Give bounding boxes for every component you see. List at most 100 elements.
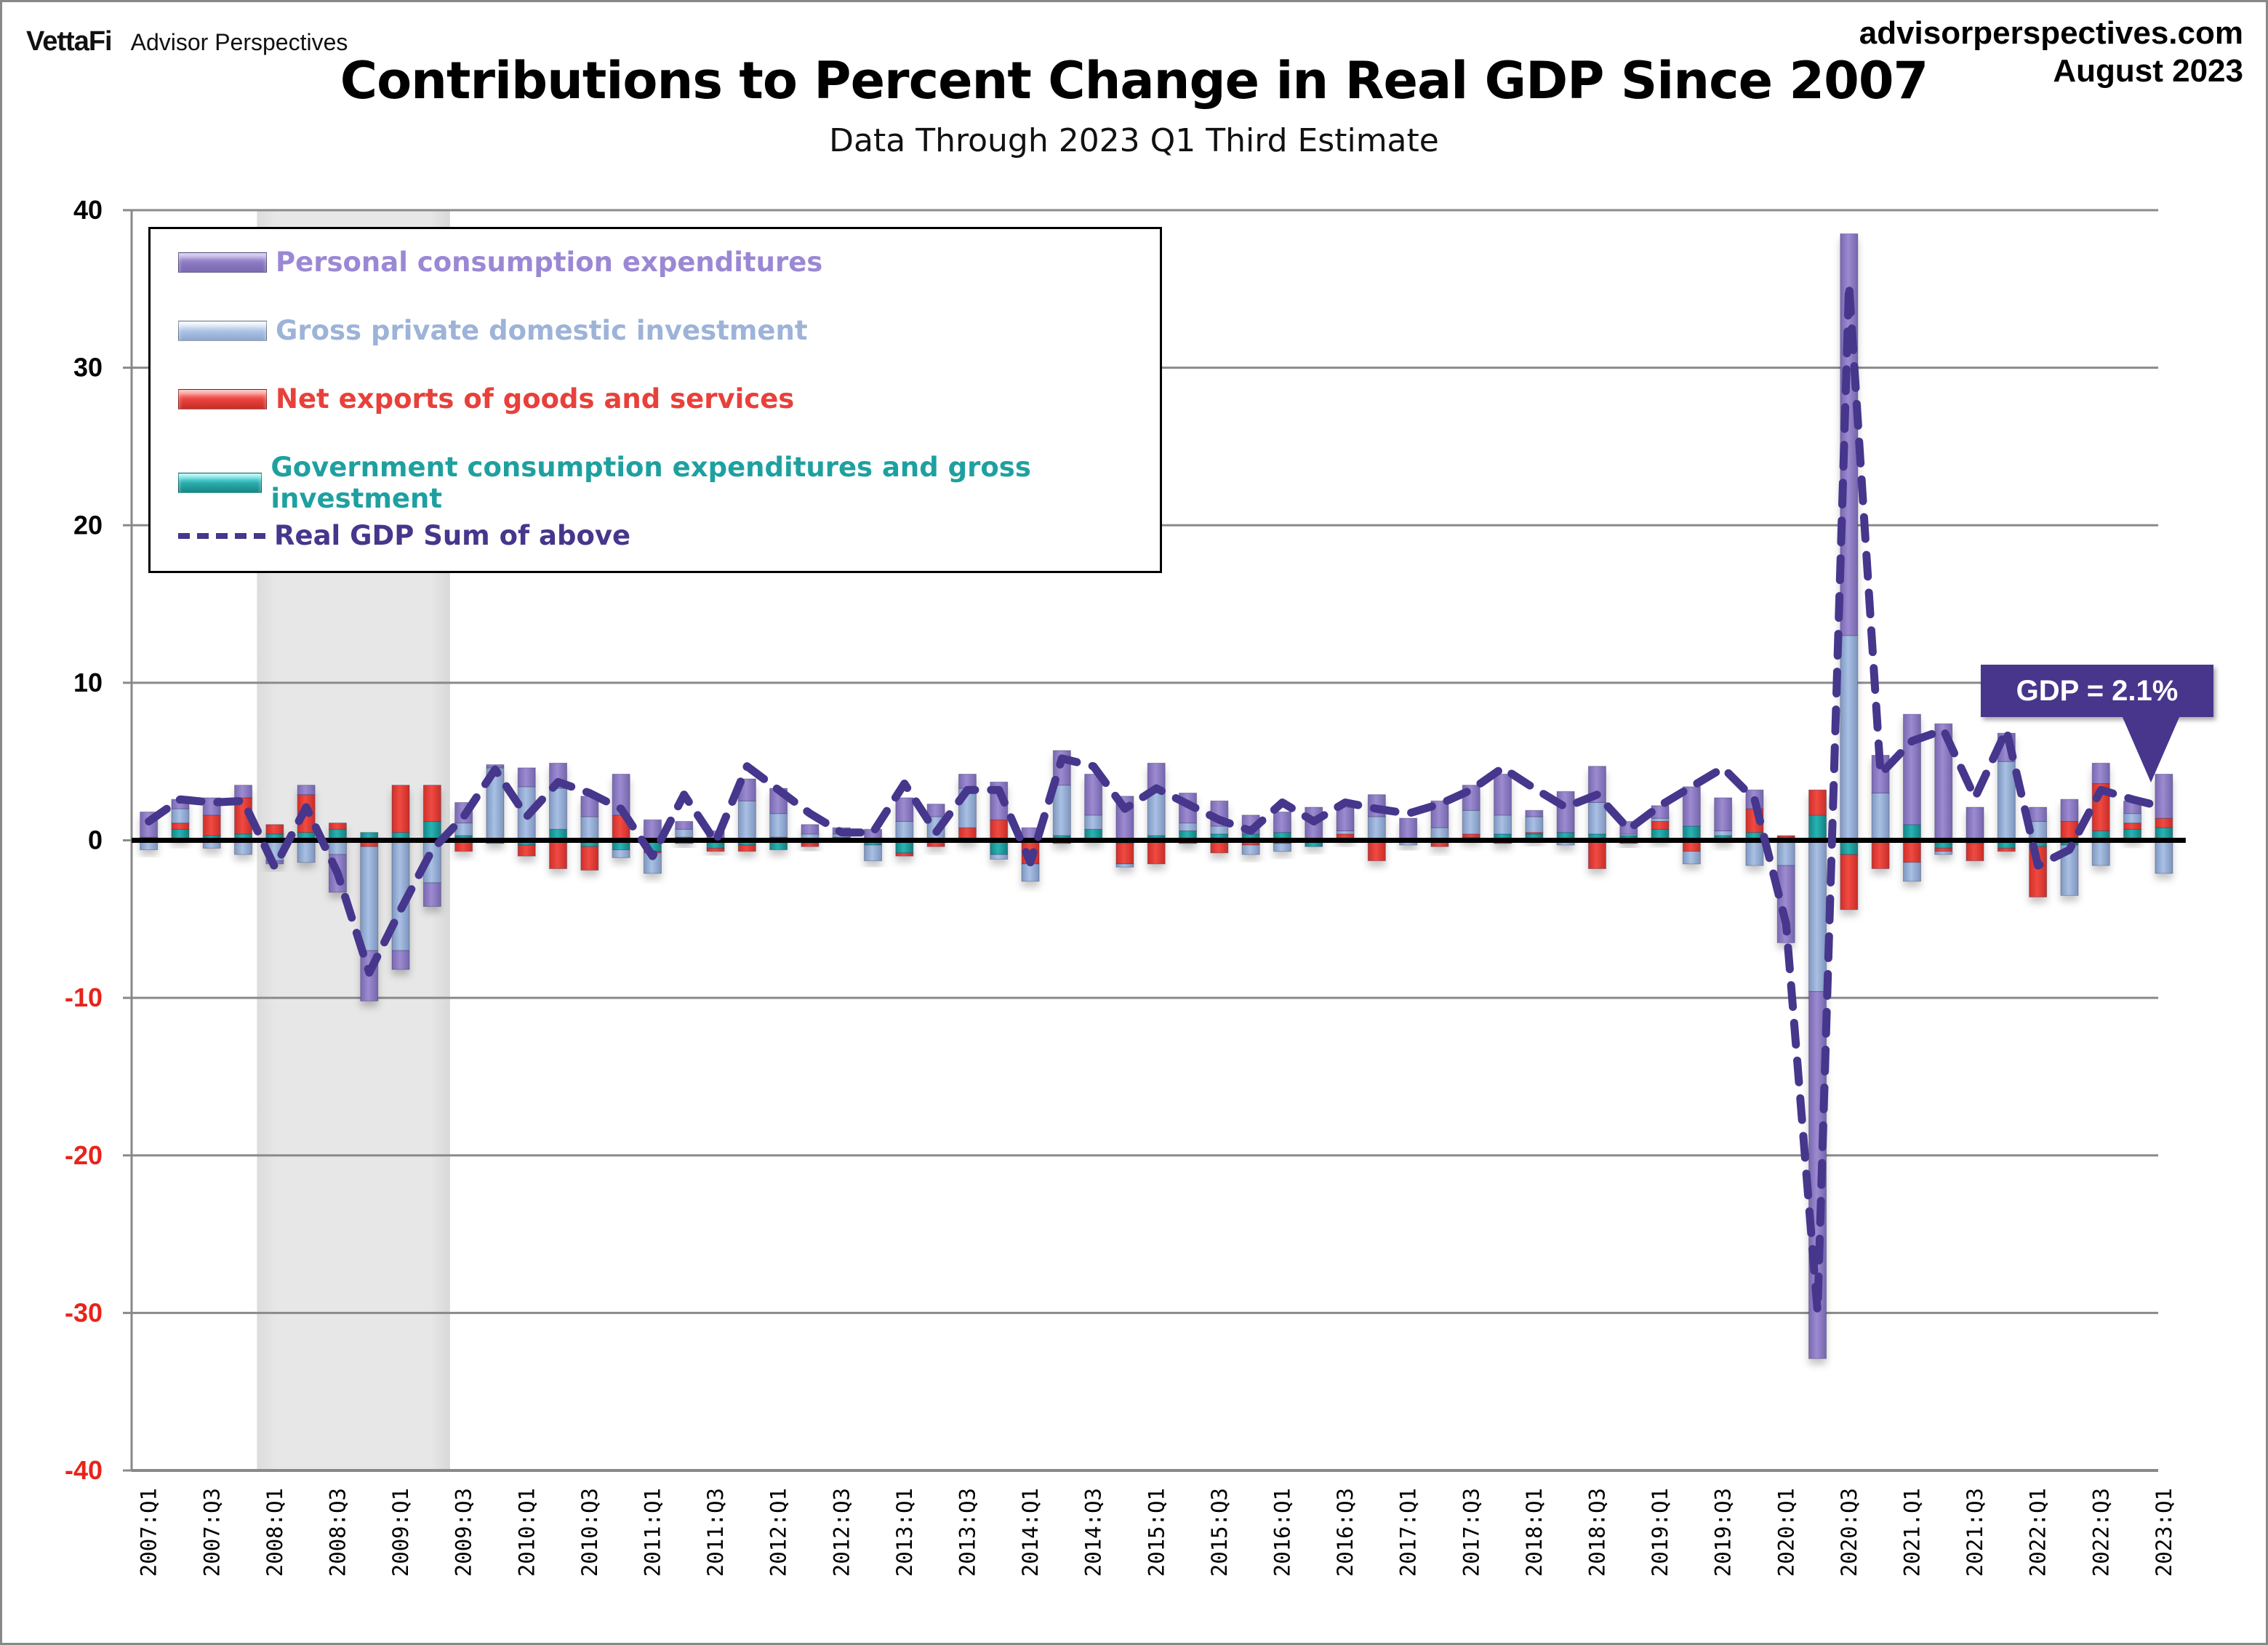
pce-swatch-icon xyxy=(178,252,267,273)
bar-gpdi xyxy=(1776,840,1795,866)
bar-pce xyxy=(1399,817,1418,839)
bar-gpdi xyxy=(1934,851,1953,855)
brand-name: Advisor Perspectives xyxy=(130,29,348,55)
y-tick-label: -10 xyxy=(65,982,103,1012)
bar-pce xyxy=(1714,797,1733,832)
y-tick-label: 10 xyxy=(73,668,103,697)
x-tick-label: 2008:Q3 xyxy=(325,1488,350,1577)
bar-net-exports xyxy=(801,843,820,847)
bar-net-exports xyxy=(1587,840,1606,869)
bar-gpdi xyxy=(895,821,914,841)
y-tick-label: -40 xyxy=(65,1455,103,1485)
bar-pce xyxy=(297,785,316,796)
bar-gpdi xyxy=(1462,809,1480,835)
bar-stack xyxy=(171,799,190,841)
y-tick-label: 20 xyxy=(73,510,103,540)
dashed-line-icon xyxy=(178,532,265,539)
bar-stack xyxy=(801,824,820,847)
real-gdp-line xyxy=(145,280,2168,1316)
bar-stack xyxy=(1494,774,1512,844)
y-tick-label: 30 xyxy=(73,353,103,383)
legend-item-pce: Personal consumption expenditures xyxy=(178,247,822,278)
bar-gpdi xyxy=(297,840,316,863)
bar-net-exports xyxy=(328,822,347,830)
bar-gpdi xyxy=(990,854,1009,860)
x-tick-label: 2016:Q1 xyxy=(1270,1488,1294,1577)
bar-gpdi xyxy=(360,846,379,951)
x-tick-label: 2014:Q3 xyxy=(1081,1488,1106,1577)
y-tick-label: -20 xyxy=(65,1140,103,1170)
bar-stack xyxy=(958,774,977,843)
bar-stack xyxy=(1587,766,1606,869)
bar-stack xyxy=(422,785,441,907)
bar-net-exports xyxy=(580,846,599,871)
x-tick-label: 2012:Q3 xyxy=(829,1488,854,1577)
bar-stack xyxy=(580,796,599,871)
bar-net-exports xyxy=(706,847,725,852)
x-axis: 2007:Q1 2007:Q3 2008:Q1 2008:Q3 2009:Q1 2009:… xyxy=(132,1469,2176,1577)
x-tick-label: 2017:Q3 xyxy=(1459,1488,1483,1577)
bar-gpdi xyxy=(1367,816,1386,841)
bar-gpdi xyxy=(1052,785,1071,836)
bar-pce xyxy=(612,774,630,816)
bar-gpdi xyxy=(864,844,883,862)
bar-stack xyxy=(895,797,914,857)
bar-net-exports xyxy=(2123,822,2142,830)
x-tick-label: 2021.Q1 xyxy=(1899,1488,1924,1577)
legend-label: Net exports of goods and services xyxy=(276,383,795,415)
bar-gpdi xyxy=(1525,816,1544,833)
bar-net-exports xyxy=(1651,821,1670,830)
x-tick-label: 2023:Q1 xyxy=(2152,1488,2176,1577)
bar-pce xyxy=(517,767,536,788)
y-tick-label: -30 xyxy=(65,1297,103,1327)
legend-label: Gross private domestic investment xyxy=(276,315,808,346)
bar-gpdi xyxy=(1336,830,1355,835)
bar-government xyxy=(422,821,441,841)
bar-net-exports xyxy=(1966,843,1984,862)
bar-pce xyxy=(1556,791,1575,833)
bar-pce xyxy=(2029,807,2048,822)
bar-stack xyxy=(1336,807,1355,841)
bar-gpdi xyxy=(1651,817,1670,822)
bar-gpdi xyxy=(2091,840,2110,866)
bar-gpdi xyxy=(1241,844,1260,855)
bar-stack xyxy=(2123,800,2142,841)
bar-pce xyxy=(675,821,694,830)
bar-gpdi xyxy=(1997,761,2016,841)
x-tick-label: 2015:Q1 xyxy=(1144,1488,1169,1577)
bar-net-exports xyxy=(1147,840,1166,865)
x-tick-label: 2010:Q1 xyxy=(514,1488,539,1577)
x-tick-label: 2007:Q1 xyxy=(137,1488,161,1577)
bar-stack xyxy=(1966,807,1984,862)
bar-pce xyxy=(1273,812,1291,833)
bar-stack xyxy=(1714,797,1733,843)
site-url: advisorperspectives.com xyxy=(1859,15,2243,51)
y-axis: 40 30 20 10 0 -10 -20 -30 -40 xyxy=(65,195,133,1485)
bar-gpdi xyxy=(1273,843,1291,852)
bar-net-exports xyxy=(171,822,190,830)
x-tick-label: 2021:Q3 xyxy=(1963,1488,1987,1577)
bar-pce xyxy=(2091,762,2110,785)
bar-net-exports xyxy=(1840,854,1859,910)
legend-item-government: Government consumption expenditures and … xyxy=(178,452,1160,514)
x-tick-label: 2015:Q3 xyxy=(1207,1488,1232,1577)
bar-net-exports xyxy=(1115,843,1134,865)
bar-gpdi xyxy=(549,788,568,830)
gdp-callout: GDP = 2.1% xyxy=(1981,665,2213,717)
bar-net-exports xyxy=(549,840,568,869)
bar-gpdi xyxy=(737,800,756,841)
x-tick-label: 2011:Q1 xyxy=(640,1488,665,1577)
bar-net-exports xyxy=(990,819,1009,841)
x-tick-label: 2013:Q1 xyxy=(892,1488,917,1577)
bar-stack xyxy=(1147,762,1166,865)
bar-stack xyxy=(864,828,883,862)
brand: VettaFi Advisor Perspectives xyxy=(26,26,348,57)
bar-gpdi xyxy=(1430,827,1449,839)
bar-gpdi xyxy=(1115,863,1134,868)
bar-net-exports xyxy=(1808,789,1827,816)
bar-net-exports xyxy=(265,824,284,835)
bar-gpdi xyxy=(171,808,190,824)
bar-stack xyxy=(1682,786,1701,865)
x-tick-label: 2019:Q1 xyxy=(1648,1488,1672,1577)
